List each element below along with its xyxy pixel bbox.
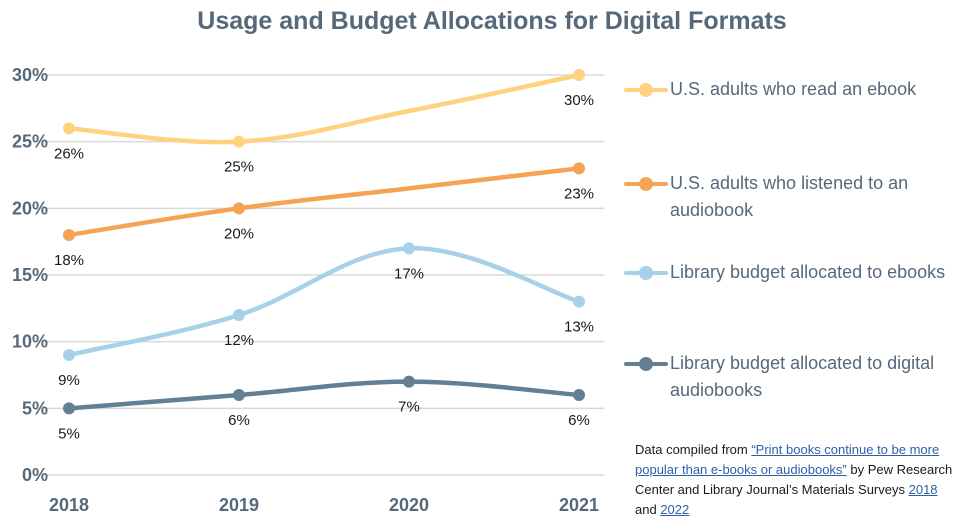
data-label: 18% (54, 252, 84, 269)
data-point[interactable] (233, 389, 245, 401)
data-point[interactable] (573, 295, 585, 308)
chart-title: Usage and Budget Allocations for Digital… (197, 7, 786, 35)
x-tick-label: 2021 (559, 495, 599, 515)
source-prefix: Data compiled from (635, 442, 752, 457)
data-label: 17% (394, 265, 424, 282)
data-label: 6% (228, 412, 250, 429)
data-point[interactable] (233, 135, 245, 148)
data-point[interactable] (573, 389, 585, 401)
data-point[interactable] (573, 69, 585, 81)
data-point[interactable] (403, 375, 415, 388)
legend-marker-icon (624, 357, 668, 371)
legend-label: Library budget allocated to digital audi… (670, 353, 935, 400)
y-tick-label: 20% (12, 198, 48, 218)
legend-label: Library budget allocated to ebooks (670, 262, 946, 282)
y-tick-label: 10% (12, 332, 48, 352)
series-line (66, 72, 582, 145)
data-label: 20% (224, 225, 254, 242)
y-tick-label: 25% (12, 132, 48, 152)
data-label: 5% (58, 425, 80, 442)
series-line (66, 166, 582, 238)
source-and: and (635, 502, 661, 517)
source-note: Data compiled from “Print books continue… (635, 440, 953, 520)
legend-label: U.S. adults who read an ebook (670, 79, 917, 99)
data-point[interactable] (63, 349, 75, 361)
y-tick-label: 15% (12, 265, 48, 285)
legend-label: U.S. adults who listened to an audiobook (670, 173, 909, 220)
data-label: 12% (224, 332, 254, 349)
legend-marker-icon (624, 83, 668, 97)
x-tick-label: 2019 (219, 495, 259, 515)
y-tick-label: 0% (22, 465, 48, 485)
y-tick-label: 5% (22, 398, 48, 418)
survey-2022-link[interactable]: 2022 (660, 502, 690, 517)
data-point[interactable] (63, 402, 75, 415)
y-tick-label: 30% (12, 65, 48, 85)
source-middle: by Pew Research Center and Library Journ… (635, 462, 953, 497)
data-point[interactable] (403, 242, 415, 255)
data-point[interactable] (233, 309, 245, 321)
data-label: 30% (564, 92, 594, 109)
series-line (66, 379, 582, 411)
data-label: 6% (568, 412, 590, 429)
data-label: 26% (54, 145, 84, 162)
survey-2018-link[interactable]: 2018 (908, 482, 938, 497)
data-label: 23% (564, 185, 594, 202)
series-line (66, 246, 582, 358)
data-label: 9% (58, 372, 80, 389)
x-tick-label: 2020 (389, 495, 429, 515)
source-article-link[interactable]: “Print books continue to be more popular… (635, 442, 940, 477)
legend-marker-icon (624, 177, 668, 191)
data-label: 13% (564, 319, 594, 336)
data-point[interactable] (573, 162, 585, 175)
legend-marker-icon (624, 266, 668, 280)
data-point[interactable] (63, 229, 75, 241)
x-tick-label: 2018 (49, 495, 89, 515)
data-point[interactable] (63, 122, 75, 135)
data-label: 7% (398, 399, 420, 416)
data-point[interactable] (233, 202, 245, 215)
data-label: 25% (224, 159, 254, 176)
